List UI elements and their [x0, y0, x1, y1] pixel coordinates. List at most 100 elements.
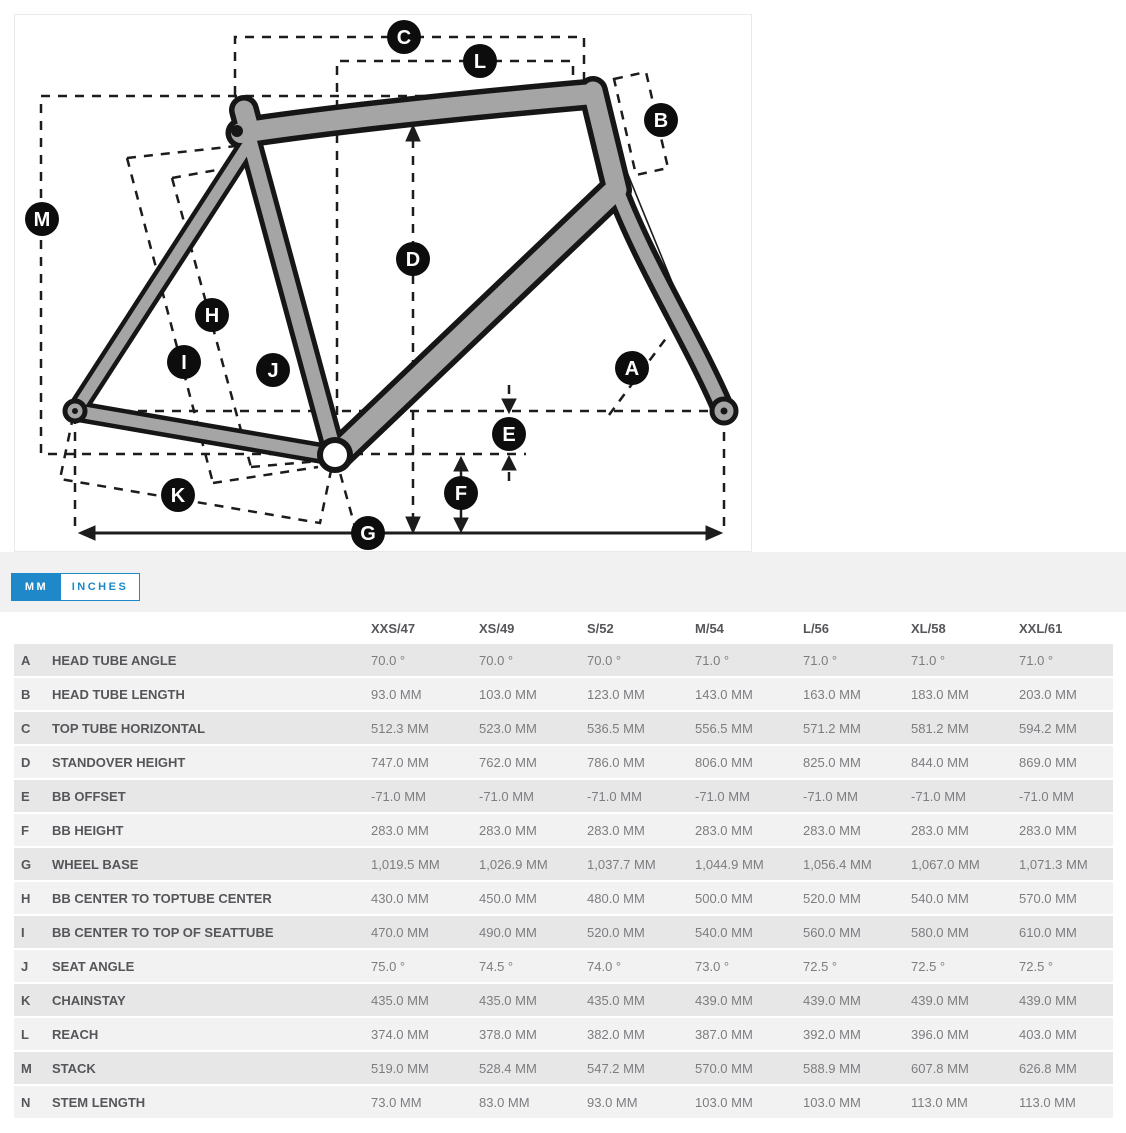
rear-axle-dot — [72, 408, 78, 414]
e-down-arrowhead — [501, 398, 517, 415]
value-cell: 523.0 MM — [479, 720, 537, 736]
column-header-l-56: L/56 — [803, 620, 830, 636]
badge-a-letter: A — [625, 358, 639, 380]
frame-fittings — [62, 125, 739, 473]
value-cell: 594.2 MM — [1019, 720, 1077, 736]
diagram-badges: A B C D E F G H I J K L M — [25, 20, 678, 550]
g-left-arrowhead — [77, 525, 96, 541]
value-cell: 73.0 MM — [371, 1094, 422, 1110]
row-measure-name: CHAINSTAY — [52, 992, 126, 1008]
badge-j: J — [256, 353, 290, 387]
value-cell: 73.0 ° — [695, 958, 730, 974]
value-cell: 869.0 MM — [1019, 754, 1077, 770]
column-header-xs-49: XS/49 — [479, 620, 515, 636]
value-cell: 382.0 MM — [587, 1026, 645, 1042]
badge-h: H — [195, 298, 229, 332]
value-cell: 113.0 MM — [911, 1094, 968, 1110]
value-cell: 825.0 MM — [803, 754, 861, 770]
row-letter: K — [21, 992, 31, 1008]
unit-inches-button[interactable]: INCHES — [61, 574, 139, 600]
value-cell: 72.5 ° — [803, 958, 838, 974]
row-letter: M — [21, 1060, 32, 1076]
value-cell: 71.0 ° — [803, 652, 838, 668]
value-cell: 435.0 MM — [479, 992, 537, 1008]
value-cell: 71.0 ° — [1019, 652, 1054, 668]
row-measure-name: SEAT ANGLE — [52, 958, 135, 974]
table-row-m: M STACK 519.0 MM 528.4 MM 547.2 MM 570.0 MM 58… — [14, 1052, 1113, 1084]
value-cell: 450.0 MM — [479, 890, 537, 906]
value-cell: 1,056.4 MM — [803, 856, 872, 872]
table-row-c: C TOP TUBE HORIZONTAL 512.3 MM 523.0 MM 536.… — [14, 712, 1113, 744]
value-cell: 435.0 MM — [587, 992, 645, 1008]
row-measure-name: STEM LENGTH — [52, 1094, 146, 1110]
frame-geometry-diagram: A B C D E F G H I J K L M — [14, 14, 752, 552]
row-letter: C — [21, 720, 31, 736]
measure-c-toptube-line — [233, 35, 586, 95]
value-cell: 183.0 MM — [911, 686, 969, 702]
value-cell: 113.0 MM — [1019, 1094, 1076, 1110]
table-row-j: J SEAT ANGLE 75.0 ° 74.5 ° 74.0 ° 73.0 ° 72.5 … — [14, 950, 1113, 982]
value-cell: 528.4 MM — [479, 1060, 537, 1076]
badge-g-letter: G — [360, 523, 376, 545]
frame-tubes — [69, 81, 730, 467]
value-cell: 83.0 MM — [479, 1094, 530, 1110]
value-cell: 520.0 MM — [587, 924, 645, 940]
unit-mm-button[interactable]: MM — [12, 574, 61, 600]
badge-h-letter: H — [205, 305, 219, 327]
value-cell: 512.3 MM — [371, 720, 429, 736]
value-cell: 435.0 MM — [371, 992, 429, 1008]
value-cell: 396.0 MM — [911, 1026, 969, 1042]
badge-l: L — [463, 44, 497, 78]
badge-c: C — [387, 20, 421, 54]
badge-b: B — [644, 103, 678, 137]
row-measure-name: REACH — [52, 1026, 99, 1042]
badge-j-letter: J — [267, 360, 278, 382]
badge-m: M — [25, 202, 59, 236]
unit-toggle: MM INCHES — [11, 573, 140, 601]
row-letter: B — [21, 686, 31, 702]
value-cell: 490.0 MM — [479, 924, 537, 940]
f-up-arrowhead — [453, 455, 469, 472]
badge-i: I — [167, 345, 201, 379]
row-letter: E — [21, 788, 30, 804]
value-cell: 70.0 ° — [587, 652, 622, 668]
value-cell: 571.2 MM — [803, 720, 861, 736]
value-cell: 1,067.0 MM — [911, 856, 980, 872]
row-measure-name: STACK — [52, 1060, 96, 1076]
table-row-g: G WHEEL BASE 1,019.5 MM 1,026.9 MM 1,037.7 M… — [14, 848, 1113, 880]
table-row-k: K CHAINSTAY 435.0 MM 435.0 MM 435.0 MM 439.0 … — [14, 984, 1113, 1016]
value-cell: 470.0 MM — [371, 924, 429, 940]
value-cell: 786.0 MM — [587, 754, 645, 770]
row-measure-name: BB CENTER TO TOPTUBE CENTER — [52, 890, 272, 906]
value-cell: 72.5 ° — [1019, 958, 1054, 974]
value-cell: 75.0 ° — [371, 958, 406, 974]
table-row-b: B HEAD TUBE LENGTH 93.0 MM 103.0 MM 123.0 MM… — [14, 678, 1113, 710]
row-letter: G — [21, 856, 32, 872]
badge-k: K — [161, 478, 195, 512]
value-cell: 439.0 MM — [803, 992, 861, 1008]
value-cell: 480.0 MM — [587, 890, 645, 906]
value-cell: 607.8 MM — [911, 1060, 969, 1076]
value-cell: -71.0 MM — [1019, 788, 1074, 804]
badge-e-letter: E — [502, 424, 515, 446]
value-cell: 560.0 MM — [803, 924, 861, 940]
value-cell: -71.0 MM — [371, 788, 426, 804]
value-cell: 70.0 ° — [371, 652, 406, 668]
value-cell: -71.0 MM — [695, 788, 750, 804]
badge-f: F — [444, 476, 478, 510]
table-row-f: F BB HEIGHT 283.0 MM 283.0 MM 283.0 MM 283.0 … — [14, 814, 1113, 846]
row-measure-name: BB HEIGHT — [52, 822, 124, 838]
badge-c-letter: C — [397, 27, 411, 49]
badge-i-letter: I — [181, 352, 187, 374]
value-cell: 762.0 MM — [479, 754, 537, 770]
value-cell: 283.0 MM — [695, 822, 753, 838]
value-cell: 430.0 MM — [371, 890, 429, 906]
value-cell: 547.2 MM — [587, 1060, 645, 1076]
column-header-xl-58: XL/58 — [911, 620, 946, 636]
f-down-arrowhead — [453, 517, 469, 534]
badge-d-letter: D — [406, 249, 420, 271]
value-cell: -71.0 MM — [911, 788, 966, 804]
value-cell: 844.0 MM — [911, 754, 969, 770]
value-cell: 439.0 MM — [695, 992, 753, 1008]
value-cell: 203.0 MM — [1019, 686, 1077, 702]
